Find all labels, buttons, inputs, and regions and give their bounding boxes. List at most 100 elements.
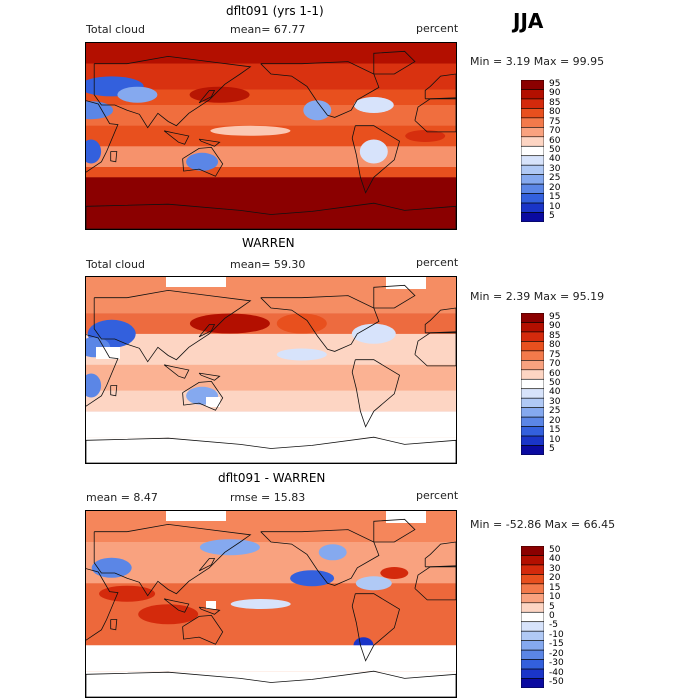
coastline xyxy=(110,619,118,631)
colorbar-tick-label: 5 xyxy=(549,601,555,612)
coastline xyxy=(414,565,456,601)
coastline xyxy=(198,606,221,615)
colorbar-swatch xyxy=(520,350,545,361)
panel2-variable: Total cloud xyxy=(86,258,145,271)
colorbar-tick-label: 20 xyxy=(549,182,561,193)
field-blob xyxy=(186,152,219,171)
colorbar-tick-label: 15 xyxy=(549,192,561,203)
field-blob xyxy=(199,539,260,556)
colorbar-swatch xyxy=(520,668,545,679)
colorbar-tick-label: 10 xyxy=(549,434,561,445)
coastline xyxy=(373,284,416,309)
missing-data xyxy=(206,601,216,609)
colorbar-tick-label: 20 xyxy=(549,573,561,584)
colorbar-tick-label: 80 xyxy=(549,340,561,351)
panel1-colorbar: 95 90 85 80 75 70 60 50 40 30 25 20 15 10 5 xyxy=(520,79,560,223)
panel2-minmax: Min = 2.39 Max = 95.19 xyxy=(470,290,605,303)
colorbar-swatch xyxy=(520,202,545,213)
colorbar-swatch xyxy=(520,360,545,371)
field-blob xyxy=(276,348,327,361)
coastline xyxy=(163,130,190,145)
missing-data xyxy=(96,347,120,359)
colorbar-swatch xyxy=(520,378,545,390)
coastline xyxy=(163,364,190,379)
coastline xyxy=(110,385,118,397)
colorbar-tick-label: 75 xyxy=(549,116,561,127)
colorbar-tick-label: 40 xyxy=(549,154,561,165)
colorbar-swatch xyxy=(520,108,545,119)
colorbar-tick-label: 75 xyxy=(549,349,561,360)
panel2-mean: mean= 59.30 xyxy=(230,258,306,271)
colorbar-tick-label: 50 xyxy=(549,378,561,388)
field-band xyxy=(86,63,456,90)
field-blob xyxy=(303,100,332,121)
colorbar-swatch xyxy=(520,98,545,109)
colorbar-tick-label: 60 xyxy=(549,368,561,379)
panel2-map xyxy=(85,276,457,464)
field-blob xyxy=(290,570,335,587)
coastline xyxy=(198,558,216,572)
colorbar-swatch xyxy=(520,545,545,556)
field-blob xyxy=(210,125,291,136)
field-band xyxy=(86,177,456,229)
colorbar-swatch xyxy=(520,640,545,651)
colorbar-tick-label: 50 xyxy=(549,544,561,555)
colorbar-tick-label: 95 xyxy=(549,78,561,89)
colorbar-swatch xyxy=(520,555,545,566)
coastline xyxy=(198,324,216,338)
field-blob xyxy=(230,599,291,609)
colorbar-tick-label: -5 xyxy=(549,620,558,631)
colorbar-swatch xyxy=(520,212,545,223)
coastline xyxy=(86,202,456,229)
colorbar-tick-label: -50 xyxy=(549,677,564,688)
coastline xyxy=(198,90,216,104)
field-blob xyxy=(138,604,199,625)
panel3-units: percent xyxy=(416,489,459,502)
colorbar-swatch xyxy=(520,621,545,632)
colorbar-swatch xyxy=(520,183,545,194)
field-blob xyxy=(355,576,392,591)
colorbar-tick-label: 70 xyxy=(549,359,561,370)
coastline xyxy=(86,670,456,697)
coastline xyxy=(198,138,221,147)
colorbar-swatch xyxy=(520,322,545,333)
colorbar-swatch xyxy=(520,602,545,613)
colorbar-tick-label: 0 xyxy=(549,611,555,621)
colorbar-tick-label: 25 xyxy=(549,173,561,184)
panel1-title: dflt091 (yrs 1-1) xyxy=(226,4,324,18)
colorbar-swatch xyxy=(520,678,545,689)
colorbar-tick-label: 95 xyxy=(549,311,561,322)
panel1-variable: Total cloud xyxy=(86,23,145,36)
missing-data xyxy=(166,511,226,521)
colorbar-swatch xyxy=(520,331,545,342)
colorbar-tick-label: -20 xyxy=(549,648,564,659)
colorbar-tick-label: 80 xyxy=(549,107,561,118)
colorbar-swatch xyxy=(520,574,545,585)
field-blob xyxy=(86,101,114,120)
panel1-mean: mean= 67.77 xyxy=(230,23,306,36)
colorbar-swatch xyxy=(520,341,545,352)
coastline xyxy=(351,359,400,428)
colorbar-tick-label: 15 xyxy=(549,582,561,593)
panel3-map xyxy=(85,510,457,698)
colorbar-swatch xyxy=(520,445,545,456)
colorbar-swatch xyxy=(520,583,545,594)
season-label: JJA xyxy=(513,9,544,33)
colorbar-tick-label: 10 xyxy=(549,592,561,603)
field-band xyxy=(86,313,456,334)
colorbar-tick-label: 85 xyxy=(549,97,561,108)
missing-data xyxy=(86,411,456,438)
field-band xyxy=(86,146,456,167)
colorbar-swatch xyxy=(520,426,545,437)
coastline xyxy=(414,97,456,133)
colorbar-tick-label: -30 xyxy=(549,658,564,669)
panel1-minmax: Min = 3.19 Max = 99.95 xyxy=(470,55,605,68)
colorbar-tick-label: 15 xyxy=(549,425,561,436)
field-blob xyxy=(405,130,446,142)
colorbar-tick-label: -15 xyxy=(549,639,564,650)
panel3-minmax: Min = -52.86 Max = 66.45 xyxy=(470,518,616,531)
coastline xyxy=(182,614,224,645)
field-blob xyxy=(359,139,388,164)
colorbar-tick-label: 40 xyxy=(549,387,561,398)
colorbar-swatch xyxy=(520,593,545,604)
